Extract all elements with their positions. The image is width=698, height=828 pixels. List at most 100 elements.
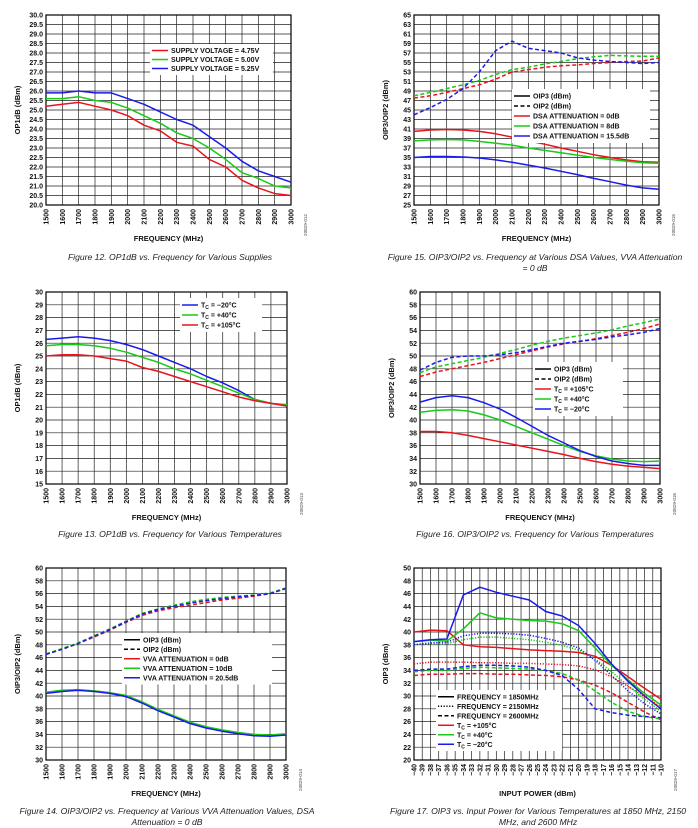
y-tick-label: 57 [403,51,411,58]
x-tick-label: −38 [428,764,435,776]
x-tick-label: 1700 [76,764,83,780]
series-line [413,138,660,164]
y-tick-label: 50 [403,566,411,573]
series-line [413,636,662,713]
y-tick-label: 20.5 [29,193,43,200]
x-tick-label: 1800 [92,488,99,504]
x-tick-label: 3000 [284,764,291,780]
legend-label: TC = +40°C [554,396,590,406]
y-tick-label: 42 [403,617,411,624]
figure-code: 20829-013 [299,493,304,515]
x-tick-label: 2100 [514,488,521,504]
x-tick-label: 2200 [530,488,537,504]
chart-fig12: 20.0 20.5 21.0 21.5 22.0 22.5 23.0 23.5 24.0 24.5… [13,13,308,243]
y-tick-label: 24.5 [29,117,43,124]
x-tick-label: 1500 [418,488,425,504]
y-tick-label: 54 [35,604,43,611]
x-tick-label: 2100 [140,488,147,504]
x-tick-label: 2700 [236,764,243,780]
x-tick-label: 2600 [594,488,601,504]
x-tick-label: −14 [626,764,633,776]
x-tick-label: 1800 [461,209,468,225]
y-tick-label: 36 [409,443,417,450]
x-tick-label: −37 [436,764,443,776]
figure-caption: Figure 17. OIP3 vs. Input Power for Vari… [390,806,686,827]
legend-label: SUPPLY VOLTAGE = 5.25V [171,66,260,73]
y-tick-label: 60 [35,566,43,573]
y-tick-label: 16 [35,469,43,476]
x-tick-label: 2200 [526,209,533,225]
x-tick-label: 1600 [428,209,435,225]
y-tick-label: 15 [35,482,43,489]
y-tick-label: 48 [409,366,417,373]
chart-fig14: 30 32 34 36 38 40 42 44 46 48 50 52 54 56 58 60 1500 1600… [13,566,303,798]
y-tick-label: 32 [35,745,43,752]
x-tick-label: 1900 [108,764,115,780]
y-tick-label: 30 [35,758,43,765]
y-tick-label: 28.5 [29,41,43,48]
series-line [45,343,288,406]
series-line [45,336,288,407]
plot-frame [413,14,660,206]
x-tick-label: −28 [510,764,517,776]
plot-frame [45,567,287,761]
y-tick-label: 24.0 [29,127,43,134]
legend-label: OIP3 (dBm) [533,94,571,101]
series-line [413,40,660,116]
x-tick-label: 2400 [191,209,198,225]
x-tick-label: 2200 [158,209,165,225]
y-tick-label: 27.5 [29,60,43,67]
y-tick-label: 21 [35,405,43,412]
x-tick-label: −39 [420,764,427,776]
y-tick-label: 29.5 [29,22,43,29]
x-tick-label: −10 [659,764,666,776]
figure-caption: Figure 12. OP1dB vs. Frequency for Vario… [67,252,273,262]
y-tick-label: 27 [403,193,411,200]
x-tick-label: −34 [461,764,468,776]
figure-caption: Figure 14. OIP3/OIP2 vs. Frequency at Va… [19,806,315,827]
x-tick-label: 1700 [444,209,451,225]
x-tick-label: 2100 [140,764,147,780]
figure-code: 20829-012 [303,214,308,236]
y-tick-label: 63 [403,22,411,29]
legend-label: VVA ATTENUATION = 20.5dB [143,675,238,682]
figure-caption: Figure 13. OP1dB vs. Frequency for Vario… [58,529,282,539]
x-axis-label: INPUT POWER (dBm) [499,789,576,798]
figure-code: 20829-017 [673,769,678,791]
y-tick-label: 21.5 [29,174,43,181]
legend-label: OIP3 (dBm) [554,367,592,374]
x-tick-label: 2700 [240,209,247,225]
y-tick-label: 32 [409,469,417,476]
x-tick-label: 2700 [608,209,615,225]
y-tick-label: 48 [403,578,411,585]
x-tick-label: 3000 [658,488,665,504]
y-tick-label: 42 [35,681,43,688]
x-tick-label: −30 [494,764,501,776]
y-tick-label: 38 [35,706,43,713]
x-tick-label: −25 [535,764,542,776]
legend-box [436,690,562,751]
y-tick-label: 58 [409,302,417,309]
legend-label: TC = +105°C [457,722,497,732]
y-tick-label: 40 [403,630,411,637]
x-tick-label: 2800 [624,209,631,225]
x-tick-label: 2800 [252,764,259,780]
series-line [46,90,292,183]
x-tick-label: −16 [609,764,616,776]
y-tick-label: 26 [403,719,411,726]
y-tick-label: 29.0 [29,32,43,39]
x-tick-label: 2400 [559,209,566,225]
x-tick-label: −33 [469,764,476,776]
x-tick-label: 1600 [60,209,67,225]
plot-frame [45,14,292,206]
x-tick-label: 1500 [44,488,51,504]
x-tick-label: 1900 [477,209,484,225]
x-tick-label: 3000 [657,209,664,225]
x-tick-label: 1600 [434,488,441,504]
legend-label: TC = −20°C [201,302,237,312]
series-line [413,629,662,700]
y-tick-label: 25.5 [29,98,43,105]
x-tick-label: 2500 [204,488,211,504]
y-tick-label: 31 [403,174,411,181]
